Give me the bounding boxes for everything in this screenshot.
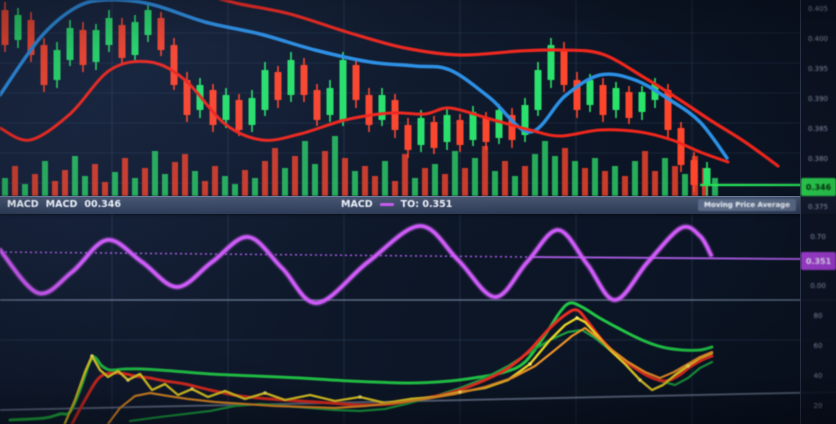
moving-average-lines-layer	[0, 0, 780, 168]
macd-legend-left[interactable]: MACD MACD 00.346	[7, 199, 121, 210]
axis-tick-label: 0.405	[807, 5, 829, 13]
macd-center-title: MACD	[341, 199, 373, 210]
volume-bars-layer	[2, 136, 718, 196]
axis-tick-label: 0.395	[807, 65, 829, 73]
axis-tick-label: 0.385	[807, 125, 829, 133]
axis-tick-label: 60	[813, 342, 823, 350]
ma-red-fast	[0, 59, 730, 164]
axis-tick-label: 40	[813, 372, 823, 380]
macd-value-badge: 0.351	[801, 252, 836, 270]
osc-line-yellow	[63, 316, 714, 424]
macd-title: MACD	[7, 199, 39, 210]
axis-tick-label: 0.400	[807, 35, 829, 43]
macd-legend-center[interactable]: MACD TO: 0.351	[341, 199, 452, 210]
axis-tick-label: 0.390	[807, 95, 829, 103]
ma-blue	[0, 0, 729, 160]
axis-tick-label: 0.375	[807, 203, 829, 211]
macd-center-value: TO: 0.351	[400, 199, 453, 210]
axis-tick-label: 80	[813, 312, 823, 320]
axis-tick-label: 0.380	[807, 155, 829, 163]
osc-line-orange	[106, 326, 714, 424]
axis-tick-label: 0.70	[810, 233, 826, 241]
ma-red-slow	[217, 0, 780, 168]
last-price-badge: 0.346	[801, 178, 836, 196]
axis-tick-label: 0.00	[810, 282, 826, 290]
axis-tick-label: 20	[813, 402, 823, 410]
macd-subtitle: MACD	[45, 199, 78, 210]
price-axis[interactable]: 0.405 0.400 0.395 0.390 0.385 0.380 0.375 0.70 0…	[800, 0, 836, 424]
indicator-header-strip: MACD MACD 00.346 MACD TO: 0.351	[0, 196, 836, 214]
moving-price-average-chip[interactable]: Moving Price Average	[698, 199, 796, 211]
macd-pane-layer	[0, 222, 803, 307]
candlestick-layer	[1, 2, 711, 196]
oscillator-pane-layer	[8, 301, 714, 424]
macd-value: 00.346	[84, 199, 122, 210]
macd-line-swatch-icon	[379, 203, 394, 206]
